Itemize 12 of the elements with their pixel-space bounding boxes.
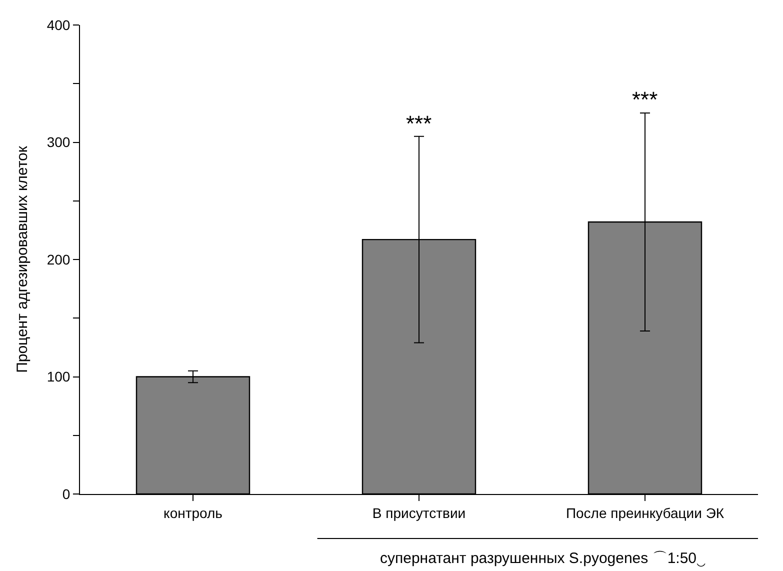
y-tick-label: 100 xyxy=(46,368,70,385)
annotation: *** xyxy=(632,87,658,112)
annotation: *** xyxy=(406,111,432,136)
x-tick-label: В присутствии xyxy=(372,504,466,521)
y-axis-title: Процент адгезировавших клеток xyxy=(14,146,32,373)
x-tick-label: После преинкубации ЭК xyxy=(566,504,725,521)
x-tick-label: контроль xyxy=(164,504,222,521)
y-tick-label: 300 xyxy=(46,134,70,150)
y-tick-label: 200 xyxy=(46,251,70,268)
y-tick-label: 400 xyxy=(46,16,70,33)
y-tick-label: 0 xyxy=(62,486,70,502)
x-axis-title: супернатант разрушенных S.pyogenes ⌒1:50‿ xyxy=(380,550,706,567)
